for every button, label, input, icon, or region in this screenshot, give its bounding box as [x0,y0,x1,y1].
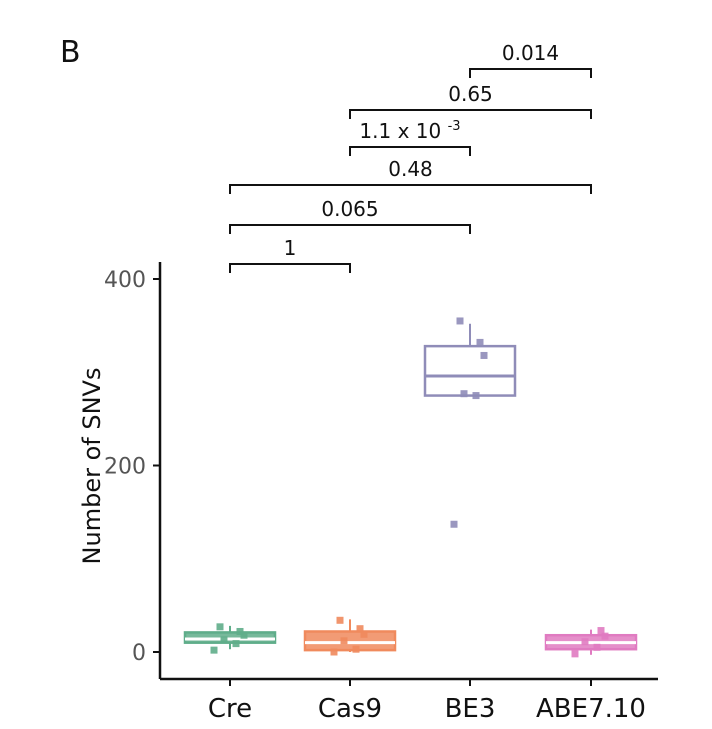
box-cas9 [303,616,397,656]
bracket-line [229,184,592,194]
bracket-line [349,109,592,119]
p-value-label: 0.065 [321,197,378,221]
box-be3 [423,317,517,528]
data-point [216,623,224,631]
x-tick-label: BE3 [445,694,496,724]
bracket-line [349,146,471,156]
bracket-cas9-be3: 1.1 x 10 -3 [349,119,471,156]
data-point [601,632,609,640]
boxes [183,317,638,658]
y-axis-label: Number of SNVs [78,368,106,565]
box-cre [183,623,277,654]
p-value-label: 1.1 x 10 -3 [359,119,460,143]
y-tick-label: 0 [132,641,146,666]
y-ticks: 0 200 400 [104,268,160,666]
data-point [236,627,244,635]
significance-brackets: 1 0.065 0.48 1.1 x 10 -3 0.65 0.014 [229,41,592,273]
x-tick-label: ABE7.10 [536,694,646,724]
p-value-base: 1.1 x 10 [359,119,447,143]
data-point [472,392,480,400]
x-ticks: Cre Cas9 BE3 ABE7.10 [208,679,646,724]
data-point [450,520,458,528]
data-point [460,390,468,398]
p-value-exponent: -3 [448,119,461,134]
data-point [240,631,248,639]
y-tick-label: 400 [104,268,146,293]
bracket-line [469,68,592,78]
data-point [456,317,464,325]
data-point [330,648,338,656]
bracket-cre-cas9: 1 [229,236,351,273]
data-point [360,630,368,638]
panel-label: B [60,35,81,70]
y-tick-label: 200 [104,455,146,480]
data-point [581,638,589,646]
data-point [210,646,218,654]
bracket-cre-be3: 0.065 [229,197,471,234]
data-point [352,645,360,653]
axes [158,262,658,681]
box-body [303,630,397,652]
data-point [336,616,344,624]
bracket-line [229,224,471,234]
x-tick-label: Cas9 [318,694,382,724]
data-point [220,636,228,644]
x-tick-label: Cre [208,694,252,724]
data-point [340,637,348,645]
p-value-label: 0.48 [388,157,433,181]
data-point [356,625,364,633]
box-abe710 [544,627,638,658]
bracket-cre-abe710: 0.48 [229,157,592,194]
bracket-cas9-abe710: 0.65 [349,82,592,119]
data-point [480,351,488,359]
p-value-label: 1 [284,236,297,260]
data-point [597,627,605,635]
data-point [593,643,601,651]
box-body [423,344,517,397]
data-point [476,338,484,346]
p-value-label: 0.65 [448,82,493,106]
bracket-be3-abe710: 0.014 [469,41,592,78]
data-point [571,650,579,658]
p-value-label: 0.014 [502,41,559,65]
data-point [232,640,240,648]
bracket-line [229,263,351,273]
